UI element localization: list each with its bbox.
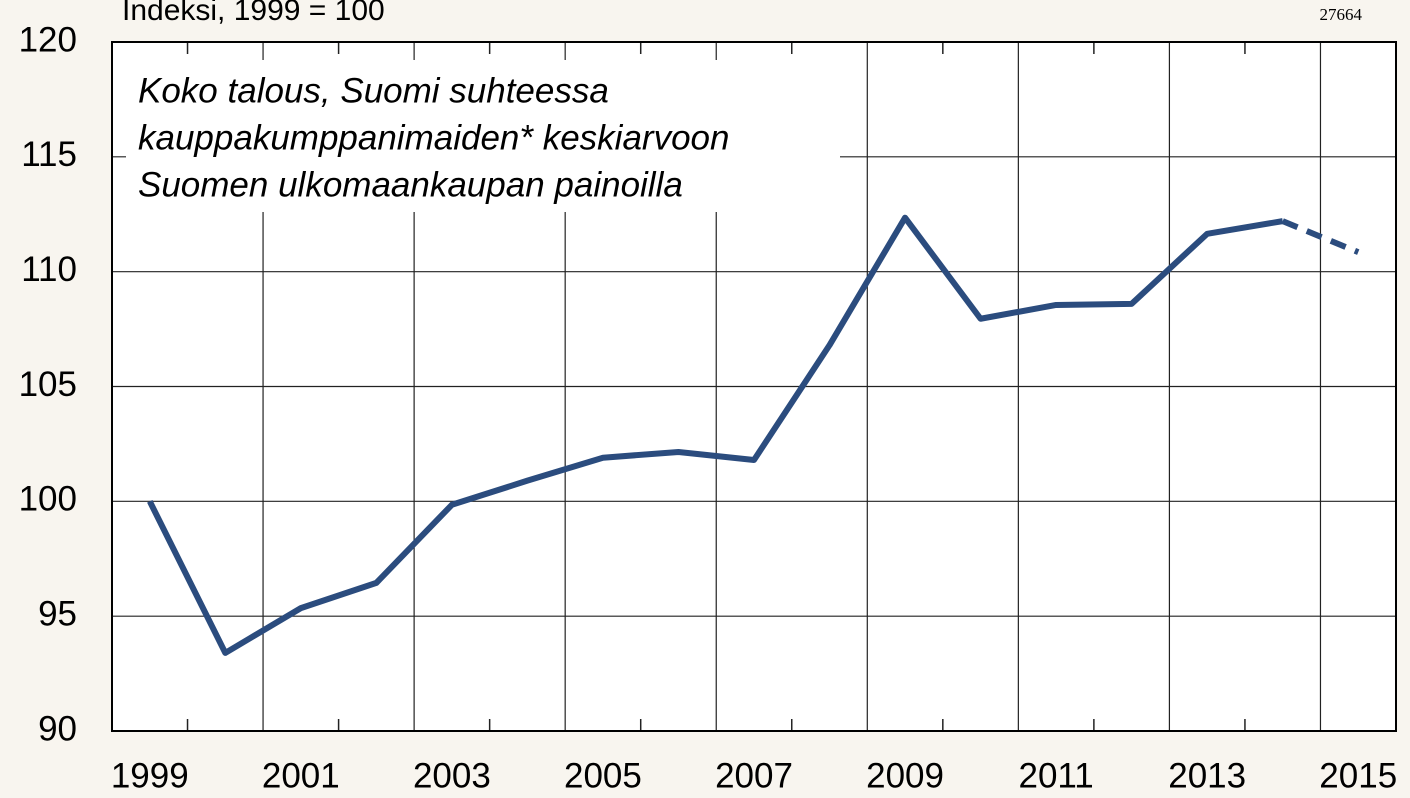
y-tick-label: 95 [38, 594, 77, 633]
x-tick-label: 2005 [564, 756, 642, 795]
x-tick-label: 2013 [1168, 756, 1246, 795]
annotation: Koko talous, Suomi suhteessa [138, 71, 609, 110]
chart-code: 27664 [1320, 5, 1363, 24]
y-tick-label: 110 [21, 250, 77, 289]
x-tick-label: 2003 [413, 756, 491, 795]
y-tick-label: 115 [21, 135, 77, 174]
x-tick-label: 1999 [111, 756, 189, 795]
x-tick-label: 2001 [262, 756, 340, 795]
series-line [1281, 218, 1360, 255]
plot-frame [111, 41, 1397, 732]
annotation: kauppakumppanimaiden* keskiarvoon [138, 118, 729, 157]
x-tick-label: 2015 [1319, 756, 1397, 795]
annotation: Suomen ulkomaankaupan painoilla [138, 165, 683, 204]
y-tick-label: 100 [19, 480, 77, 519]
chart-title: Indeksi, 1999 = 100 [122, 0, 385, 27]
x-tick-label: 2007 [715, 756, 793, 795]
x-tick-label: 2011 [1018, 756, 1093, 795]
y-tick-label: 105 [19, 365, 77, 404]
y-tick-label: 90 [38, 709, 77, 748]
x-tick-label: 2009 [866, 756, 944, 795]
annotation-box [126, 60, 840, 212]
y-tick-label: 120 [19, 20, 77, 59]
series-line [147, 214, 1284, 656]
